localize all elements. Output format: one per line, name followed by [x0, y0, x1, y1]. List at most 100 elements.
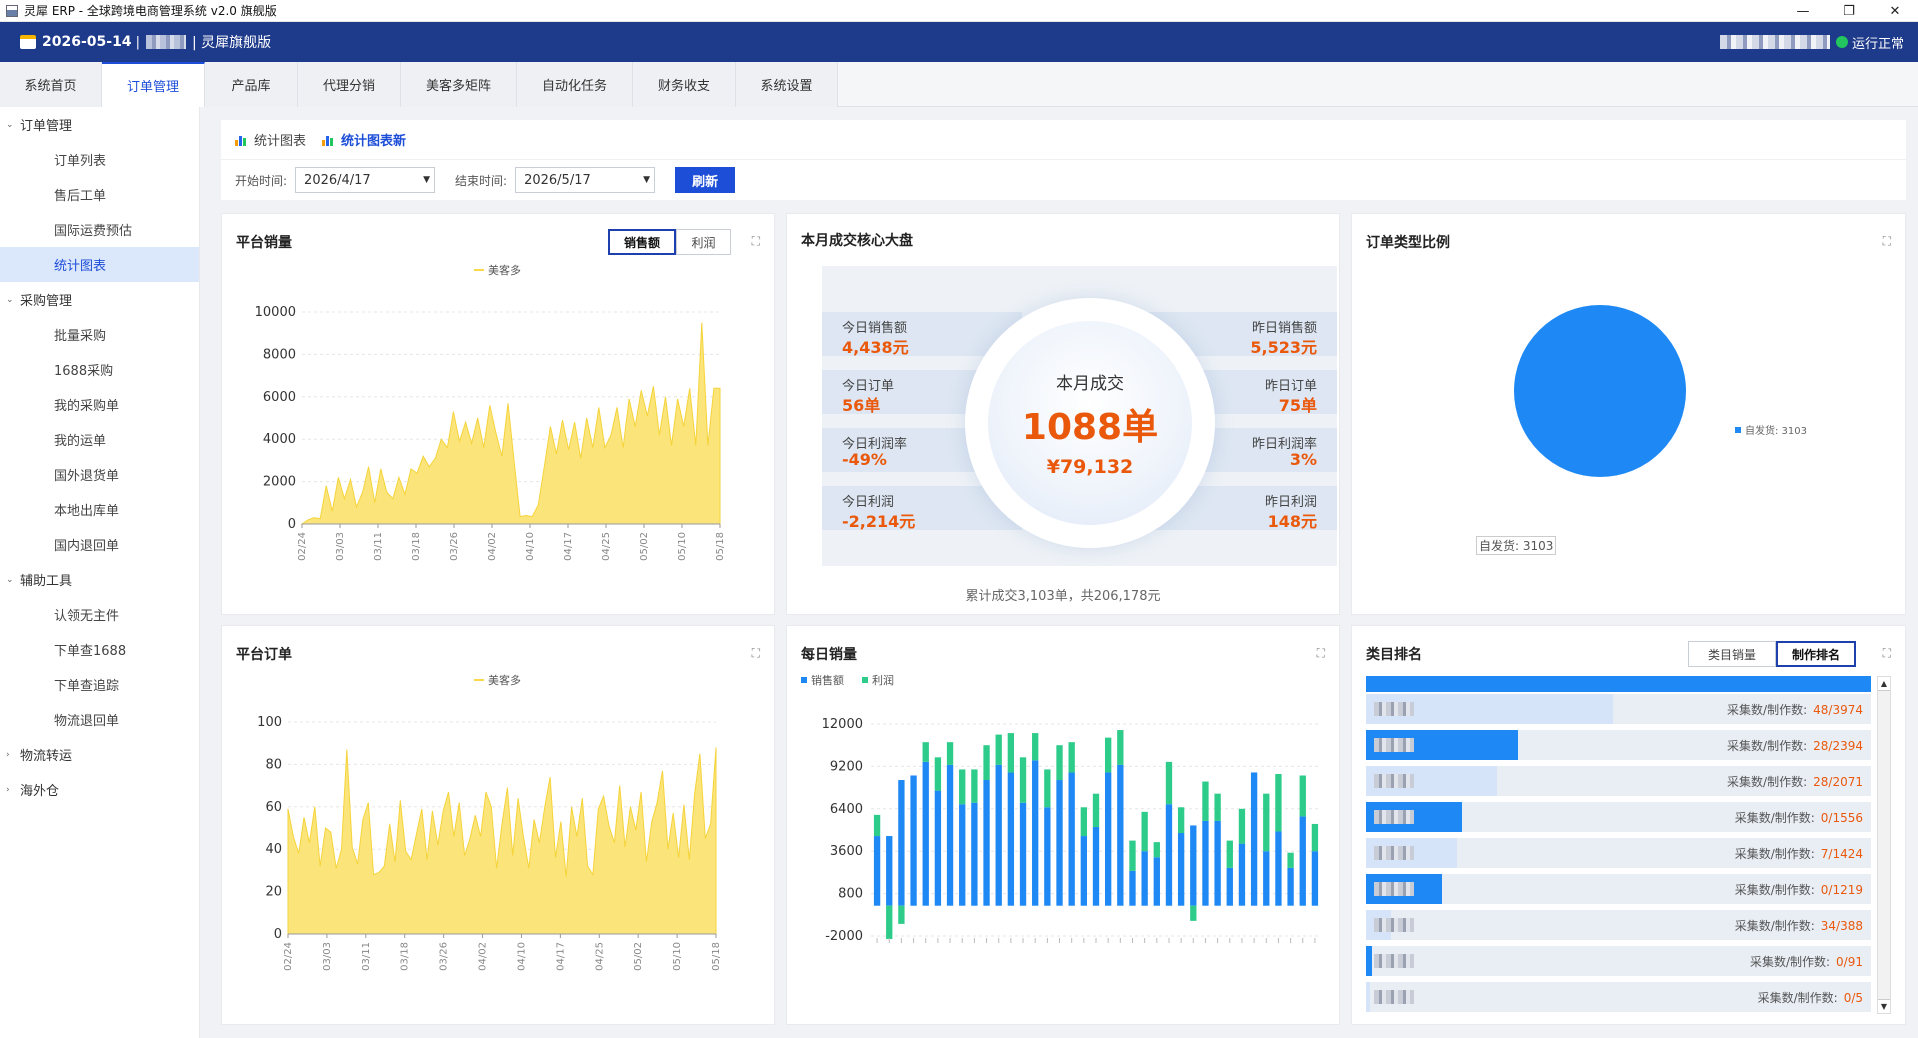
sidebar-group[interactable]: ⌄ 采购管理 [0, 282, 199, 317]
bar-profit [995, 734, 1002, 765]
bar-profit [1238, 808, 1246, 844]
bar-profit [1226, 840, 1233, 868]
nav-tab[interactable]: 美客多矩阵 [401, 62, 517, 107]
sidebar-group[interactable]: ⌄ 订单管理 [0, 107, 199, 142]
bar-sales [959, 804, 966, 906]
minimize-button[interactable]: — [1796, 3, 1810, 19]
toggle-production-rank[interactable]: 制作排名 [1776, 641, 1856, 667]
bar-profit [1117, 730, 1124, 765]
scroll-down-icon[interactable]: ▼ [1878, 999, 1890, 1013]
status-dot-icon [1835, 36, 1848, 48]
nav-tab[interactable]: 订单管理 [102, 62, 205, 107]
scroll-up-icon[interactable]: ▲ [1878, 677, 1890, 691]
rank-row[interactable]: 采集数/制作数: 48/3974 [1366, 694, 1871, 724]
sidebar-group-label: 采购管理 [20, 294, 73, 309]
sidebar-item[interactable]: 订单列表 [54, 154, 107, 169]
x-tick-label: 02/24 [283, 942, 294, 971]
rank-row[interactable]: 采集数/制作数: 0/1219 [1366, 874, 1871, 904]
bar-profit [1287, 852, 1294, 868]
end-date-picker[interactable]: 2026/5/17 ▼ [515, 167, 656, 193]
sidebar-item[interactable]: 物流退回单 [54, 714, 120, 729]
fullscreen-icon[interactable]: ⛶ [751, 234, 760, 248]
bar-sales [1263, 851, 1270, 906]
sidebar-item[interactable]: 认领无主件 [54, 609, 120, 624]
rank-row[interactable]: 采集数/制作数: 0/91 [1366, 946, 1871, 976]
kpi-label: 昨日利润 [1264, 495, 1317, 510]
legend-swatch [1735, 426, 1741, 433]
maximize-button[interactable]: ❐ [1843, 3, 1855, 19]
toggle-category-sales[interactable]: 类目销量 [1688, 641, 1776, 667]
nav-tab[interactable]: 自动化任务 [517, 62, 633, 107]
sidebar-item[interactable]: 1688采购 [54, 364, 114, 379]
bar-sales [910, 775, 917, 906]
fullscreen-icon[interactable]: ⛶ [1316, 646, 1325, 660]
x-tick-label: 05/18 [711, 942, 722, 971]
pie-legend-label: 自发货: 3103 [1745, 426, 1807, 437]
sidebar-item[interactable]: 国际运费预估 [54, 224, 133, 239]
bar-sales [1250, 772, 1258, 906]
subtab-charts-new[interactable]: 统计图表新 [322, 130, 406, 149]
bar-profit [1080, 807, 1087, 837]
nav-tab[interactable]: 产品库 [205, 62, 298, 107]
sidebar-item[interactable]: 国内退回单 [54, 539, 120, 554]
x-tick-label: 03/18 [400, 942, 411, 971]
fullscreen-icon[interactable]: ⛶ [1882, 234, 1891, 248]
sidebar-group[interactable]: › 海外仓 [0, 772, 199, 807]
kpi-label: 昨日利润率 [1251, 437, 1317, 452]
toggle-profit[interactable]: 利润 [676, 229, 731, 255]
subtab-charts[interactable]: 统计图表 [235, 130, 306, 149]
scrollbar[interactable]: ▲ ▼ [1877, 676, 1891, 1014]
rank-row[interactable]: 采集数/制作数: 7/1424 [1366, 838, 1871, 868]
bar-profit [1044, 769, 1051, 808]
platform-orders-chart: 0 20 40 60 80 100 02/24 03/03 03/11 03/18 03/26 04/… [257, 715, 722, 971]
category-name-redacted [1374, 918, 1414, 932]
card-title: 平台销量 [236, 235, 292, 251]
fullscreen-icon[interactable]: ⛶ [751, 646, 760, 660]
sidebar-item[interactable]: 下单查追踪 [54, 679, 120, 694]
sidebar-item[interactable]: 国外退货单 [54, 469, 120, 484]
x-tick-label: 04/25 [601, 532, 612, 561]
bar-sales [1007, 772, 1015, 906]
bar-sales [1153, 857, 1160, 906]
bar-profit [1153, 842, 1160, 858]
nav-tab[interactable]: 财务收支 [633, 62, 736, 107]
rank-list[interactable]: 采集数/制作数: 48/3974 采集数/制作数: 28/2394 采集数/制作数: 28… [1352, 676, 1892, 1016]
kpi-label: 今日利润率 [842, 437, 908, 452]
sidebar-item[interactable]: 统计图表 [0, 247, 199, 282]
kpi-label: 昨日订单 [1264, 379, 1317, 394]
bar-profit [1165, 761, 1173, 805]
fullscreen-icon[interactable]: ⛶ [1882, 646, 1891, 660]
nav-tab[interactable]: 系统设置 [736, 62, 838, 107]
bar-profit [971, 769, 978, 803]
rank-stat-value: 28/2394 [1813, 739, 1863, 753]
rank-row[interactable]: 采集数/制作数: 28/2394 [1366, 730, 1871, 760]
refresh-button[interactable]: 刷新 [675, 167, 736, 193]
rank-row[interactable]: 采集数/制作数: 0/1556 [1366, 802, 1871, 832]
nav-tab[interactable]: 系统首页 [0, 62, 102, 107]
sidebar-group[interactable]: › 物流转运 [0, 737, 199, 772]
y-tick-label: 0 [288, 517, 296, 532]
category-name-redacted [1374, 882, 1414, 896]
sidebar-item[interactable]: 本地出库单 [54, 504, 120, 519]
nav-tab[interactable]: 代理分销 [298, 62, 401, 107]
toggle-sales-amount[interactable]: 销售额 [608, 229, 676, 255]
chevron-down-icon: ▼ [423, 175, 431, 185]
bar-sales [1019, 802, 1027, 906]
rank-row[interactable]: 采集数/制作数: 0/5 [1366, 982, 1871, 1012]
sidebar-item[interactable]: 批量采购 [54, 329, 107, 344]
start-date-picker[interactable]: 2026/4/17 ▼ [295, 167, 436, 193]
sidebar-item[interactable]: 下单查1688 [54, 644, 127, 659]
rank-stat-value: 48/3974 [1813, 703, 1863, 717]
sidebar-item[interactable]: 售后工单 [54, 189, 107, 204]
sidebar-item[interactable]: 我的运单 [54, 434, 107, 449]
bar-profit [1202, 781, 1209, 821]
rank-row[interactable]: 采集数/制作数: 28/2071 [1366, 766, 1871, 796]
rank-row[interactable]: 采集数/制作数: 34/388 [1366, 910, 1871, 940]
close-button[interactable]: ✕ [1889, 3, 1901, 19]
bar-profit [1214, 793, 1221, 821]
bar-sales [946, 764, 954, 906]
sidebar-item[interactable]: 我的采购单 [54, 399, 120, 414]
sidebar-group[interactable]: ⌄ 辅助工具 [0, 562, 199, 597]
rank-stat-label: 采集数/制作数: [1757, 991, 1838, 1005]
y-tick-label: 6000 [263, 390, 296, 405]
